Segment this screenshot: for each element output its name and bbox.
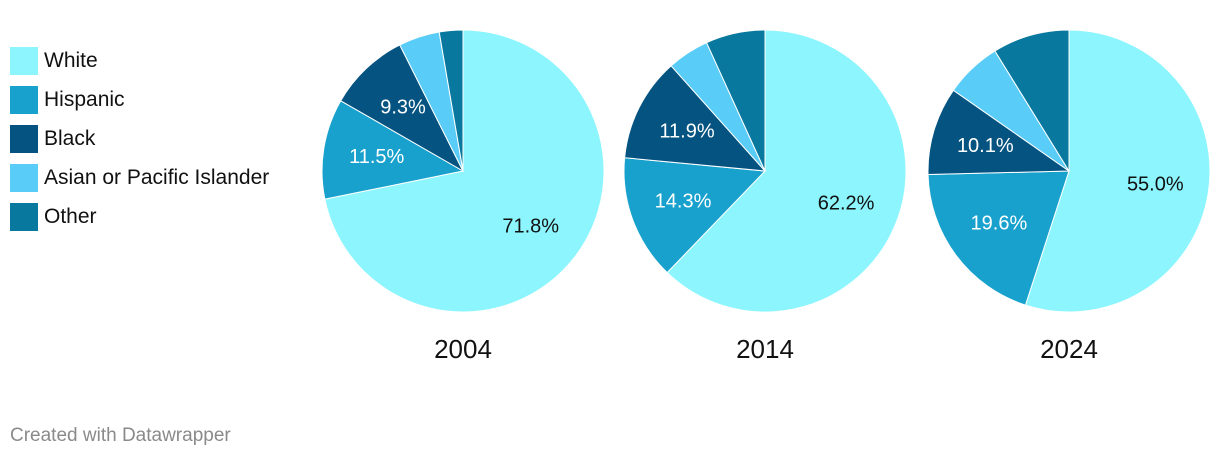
slice-label-hispanic: 14.3% (655, 190, 712, 212)
slice-label-white: 71.8% (502, 215, 559, 237)
pie-2004: 71.8% 11.5% 9.3% 2004 (321, 29, 605, 364)
legend-item-hispanic: Hispanic (10, 80, 269, 119)
legend-label: White (44, 48, 98, 72)
slice-label-hispanic: 19.6% (971, 212, 1028, 234)
pie-title: 2024 (1040, 334, 1098, 364)
slice-white (1024, 29, 1211, 313)
slice-label-black: 11.9% (659, 121, 714, 143)
legend-item-other: Other (10, 197, 269, 236)
slice-other (994, 29, 1070, 173)
slice-label-white: 55.0% (1127, 174, 1184, 196)
legend-swatch (10, 46, 38, 75)
legend-swatch (10, 202, 38, 231)
slice-hispanic (927, 170, 1070, 306)
slice-hispanic (623, 157, 767, 274)
slice-hispanic (321, 100, 465, 200)
slice-black (927, 89, 1071, 176)
legend-swatch (10, 85, 38, 114)
pie-2014: 62.2% 14.3% 11.9% 2014 (623, 29, 907, 364)
pie-2024: 55.0% 19.6% 10.1% 2024 (927, 29, 1211, 364)
legend-label: Other (44, 204, 97, 228)
legend-item-asian-or-pacific-islander: Asian or Pacific Islander (10, 158, 269, 197)
slice-white (666, 29, 907, 313)
slice-white (324, 29, 605, 313)
pie-title: 2014 (736, 334, 794, 364)
slice-other (438, 29, 464, 172)
slice-other (705, 29, 766, 172)
legend-swatch (10, 124, 38, 153)
legend-item-white: White (10, 41, 269, 80)
slice-label-black: 10.1% (957, 135, 1014, 157)
slice-label-white: 62.2% (818, 193, 875, 215)
pie-title: 2004 (434, 334, 492, 364)
legend-label: Hispanic (44, 87, 125, 111)
legend-label: Black (44, 126, 96, 150)
slice-black (624, 65, 767, 172)
slice-label-black: 9.3% (380, 97, 426, 119)
legend: White Hispanic Black Asian or Pacific Islan… (10, 41, 269, 236)
slice-label-hispanic: 11.5% (349, 146, 404, 168)
legend-item-black: Black (10, 119, 269, 158)
slice-black (340, 44, 465, 173)
datawrapper-credit: Created with Datawrapper (10, 425, 231, 446)
legend-label: Asian or Pacific Islander (44, 165, 270, 189)
pie-charts: 71.8% 11.5% 9.3% 2004 62.2% 14.3% 11.9% 2014 55.… (321, 29, 1211, 364)
legend-swatch (10, 163, 38, 192)
